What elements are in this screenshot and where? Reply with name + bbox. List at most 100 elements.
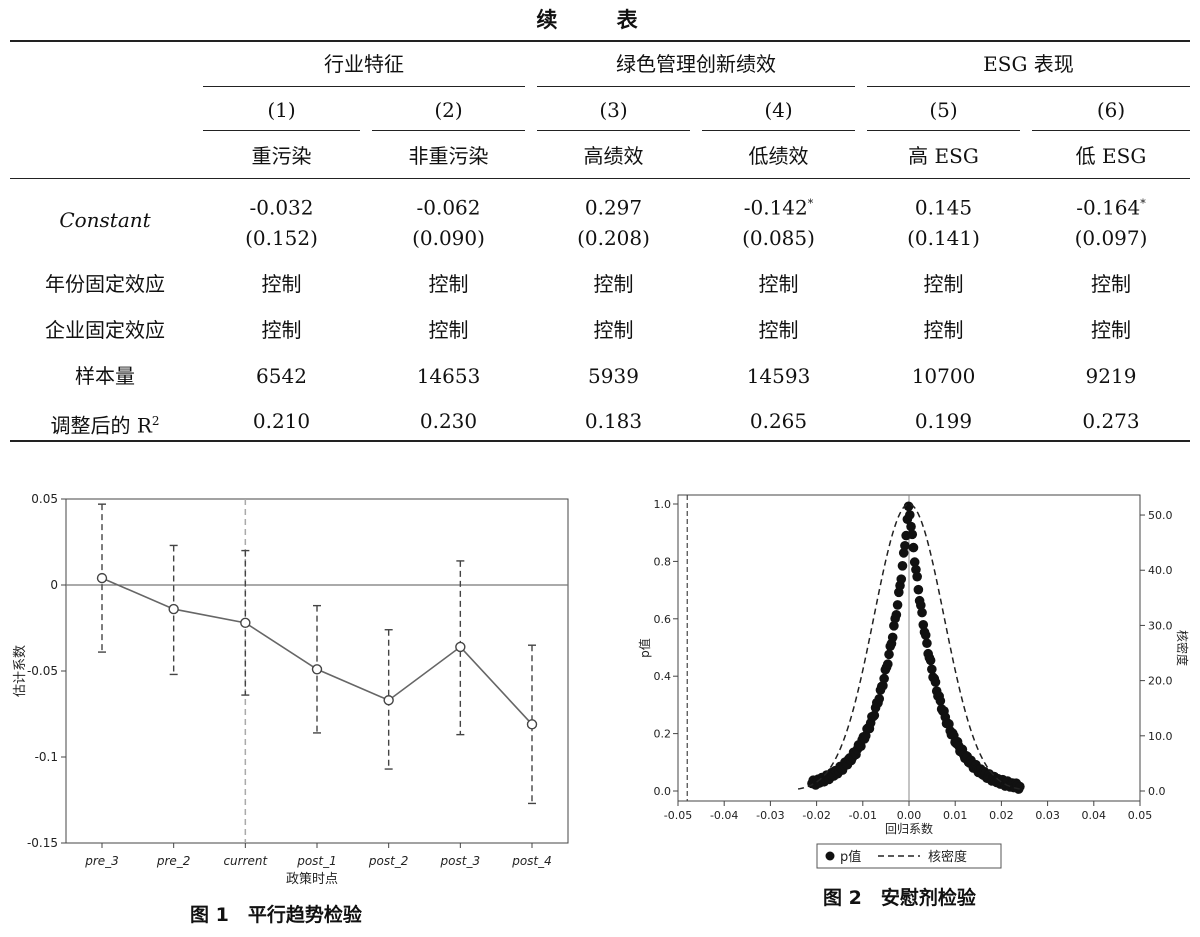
- coef-1: -0.032: [203, 192, 360, 220]
- y-tick-label: 0.8: [654, 555, 672, 568]
- num-rule-4: [702, 130, 855, 131]
- group-rule-3: [867, 86, 1190, 87]
- num-rule-1: [203, 130, 360, 131]
- p-value-point: [869, 710, 880, 721]
- p-value-point: [912, 571, 922, 582]
- table-bottom-rule: [10, 440, 1190, 442]
- legend-p-value-label: p值: [840, 849, 861, 865]
- firm-fe-5: 控制: [923, 318, 964, 342]
- p-value-point: [916, 600, 926, 611]
- firm-fe-3: 控制: [593, 318, 634, 342]
- y2-tick-label: 10.0: [1148, 730, 1173, 743]
- col-name-3: 高绩效: [583, 144, 644, 168]
- col-num-4: (4): [764, 98, 793, 122]
- header-bottom-rule: [10, 178, 1190, 179]
- x-tick-label: -0.04: [710, 809, 738, 822]
- n-6: 9219: [1085, 364, 1137, 388]
- r2-3: 0.183: [584, 409, 643, 433]
- coef-value: -0.142: [743, 195, 808, 220]
- firm-fe-4: 控制: [758, 318, 799, 342]
- col-num-5: (5): [929, 98, 958, 122]
- col-name-4: 低绩效: [748, 144, 809, 168]
- p-value-point: [913, 584, 924, 595]
- y-tick-label: 0.6: [654, 613, 672, 626]
- se-2: (0.090): [412, 226, 485, 250]
- p-value-point: [903, 501, 914, 512]
- r2-6: 0.273: [1082, 409, 1140, 433]
- coef-value: -0.032: [249, 195, 314, 220]
- p-value-point: [920, 630, 931, 640]
- year-fe-2: 控制: [428, 272, 469, 296]
- p-value-point: [898, 548, 909, 558]
- row-label-year-fe: 年份固定效应: [45, 272, 165, 296]
- table-title: 续 表: [536, 8, 664, 32]
- x-tick-label: current: [223, 854, 268, 868]
- y2-tick-label: 50.0: [1148, 509, 1173, 522]
- p-value-point: [883, 659, 893, 669]
- x-tick-label: 0.03: [1035, 809, 1060, 822]
- p-value-point: [1015, 781, 1025, 792]
- firm-fe-1: 控制: [261, 318, 302, 342]
- p-value-point: [874, 694, 885, 704]
- p-value-point: [897, 561, 908, 571]
- n-1: 6542: [256, 364, 307, 388]
- coef-4: -0.142*: [702, 192, 855, 220]
- num-rule-3: [537, 130, 690, 131]
- x-tick-label: pre_3: [84, 854, 119, 868]
- p-value-point: [889, 621, 899, 631]
- p-value-point: [896, 574, 907, 584]
- n-2: 14653: [416, 364, 481, 388]
- firm-fe-6: 控制: [1091, 318, 1131, 342]
- r2-2: 0.230: [419, 409, 478, 433]
- year-fe-3: 控制: [593, 272, 634, 296]
- y2-tick-label: 30.0: [1148, 619, 1173, 632]
- p-value-point: [892, 600, 903, 610]
- y2-tick-label: 40.0: [1148, 564, 1173, 577]
- x-tick-label: 0.02: [989, 809, 1014, 822]
- row-label-adj-r2: 调整后的 R2: [10, 409, 200, 438]
- coef-2: -0.062: [372, 192, 525, 220]
- x-tick-label: 0.00: [897, 809, 922, 822]
- p-value-point: [922, 638, 932, 649]
- estimate-point: [168, 603, 179, 615]
- r2-5: 0.199: [914, 409, 973, 433]
- estimate-point: [383, 695, 394, 706]
- n-4: 14593: [746, 364, 811, 388]
- num-rule-5: [867, 130, 1020, 131]
- coef-value: 0.145: [914, 195, 973, 220]
- se-3: (0.208): [577, 226, 650, 250]
- p-value-point: [908, 542, 919, 553]
- y-tick-label: 0.05: [31, 492, 58, 506]
- group-rule-2: [537, 86, 855, 87]
- num-rule-2: [372, 130, 525, 131]
- p-value-point: [906, 521, 916, 532]
- y-tick-label: 1.0: [654, 498, 672, 511]
- se-6: (0.097): [1074, 226, 1148, 250]
- num-rule-6: [1032, 130, 1190, 131]
- x-tick-label: -0.02: [802, 809, 830, 822]
- n-5: 10700: [911, 364, 976, 388]
- group-rule-1: [203, 86, 525, 87]
- p-value-point: [884, 649, 894, 660]
- year-fe-4: 控制: [758, 272, 799, 296]
- x-tick-label: -0.05: [664, 809, 692, 822]
- x-tick-label: 0.01: [943, 809, 968, 822]
- x-tick-label: post_4: [511, 854, 552, 868]
- p-value-point: [878, 680, 888, 691]
- p-value-point: [935, 696, 946, 706]
- p-value-point: [930, 677, 941, 687]
- x-tick-label: post_2: [368, 854, 409, 868]
- p-value-point: [900, 540, 910, 551]
- p-value-point: [907, 529, 918, 540]
- col-num-6: (6): [1096, 98, 1126, 122]
- y2-tick-label: 0.0: [1148, 785, 1166, 798]
- row-label-constant: Constant: [59, 208, 151, 232]
- estimate-point: [240, 617, 251, 629]
- x-axis-label: 政策时点: [286, 871, 338, 887]
- y2-tick-label: 20.0: [1148, 675, 1173, 688]
- se-5: (0.141): [907, 226, 980, 250]
- y-tick-label: -0.05: [27, 664, 58, 678]
- col-name-5: 高 ESG: [908, 144, 979, 168]
- p-value-point: [927, 664, 937, 675]
- y2-axis-label: 核密度: [1175, 630, 1190, 666]
